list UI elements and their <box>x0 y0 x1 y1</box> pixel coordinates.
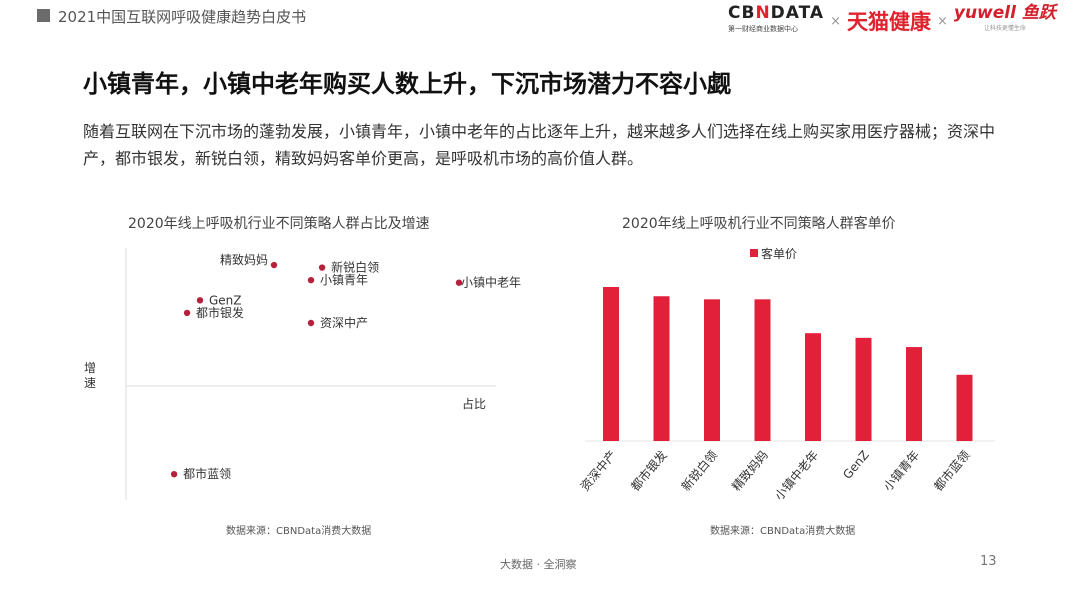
headline: 小镇青年，小镇中老年购买人数上升，下沉市场潜力不容小觑 <box>83 70 731 98</box>
tmall-health-logo: 天猫健康 <box>846 10 931 34</box>
bar <box>754 299 771 441</box>
point-label: 新锐白领 <box>331 260 379 275</box>
scatter-title: 2020年线上呼吸机行业不同策略人群占比及增速 <box>128 216 430 232</box>
scatter-source: 数据来源：CBNData消费大数据 <box>226 526 372 537</box>
scatter-point <box>307 276 315 284</box>
category-label: 精致妈妈 <box>729 448 771 494</box>
bar-title: 2020年线上呼吸机行业不同策略人群客单价 <box>622 216 896 232</box>
category-label: 资深中产 <box>577 447 619 493</box>
footer-text: 大数据 · 全洞察 <box>500 558 577 571</box>
bar <box>906 347 922 441</box>
category-label: 小镇中老年 <box>771 447 821 503</box>
page-number: 13 <box>980 554 997 569</box>
point-label: 都市蓝领 <box>183 466 231 481</box>
point-label: 小镇中老年 <box>461 275 521 290</box>
bar <box>855 337 872 441</box>
bar <box>704 299 720 441</box>
scatter-point <box>270 261 278 269</box>
category-label: 都市银发 <box>627 447 669 493</box>
category-label: 小镇青年 <box>881 448 923 494</box>
y-axis-label: 增速 <box>84 361 96 390</box>
partner-logos: CBNDATA 第一财经商业数据中心 × 天猫健康 × yuwell 鱼跃 让科技更… <box>728 5 1056 37</box>
category-label: 新锐白领 <box>678 447 720 493</box>
x-axis-label: 占比 <box>462 396 486 411</box>
legend-label: 客单价 <box>761 246 797 261</box>
times-icon: × <box>830 13 841 29</box>
scatter-point <box>318 264 326 271</box>
point-label: 小镇青年 <box>320 273 368 287</box>
scatter-point <box>307 319 315 327</box>
report-title: 2021中国互联网呼吸健康趋势白皮书 <box>58 8 307 26</box>
point-label: 精致妈妈 <box>220 253 268 267</box>
scatter-point <box>183 309 191 317</box>
scatter-point <box>455 279 463 286</box>
bar <box>603 287 619 441</box>
bar-source: 数据来源：CBNData消费大数据 <box>710 526 856 537</box>
point-label: 都市银发 <box>196 305 244 320</box>
legend-swatch <box>750 249 758 257</box>
scatter-point <box>170 471 178 478</box>
bar <box>805 333 821 441</box>
category-label: GenZ <box>840 448 872 482</box>
yuwell-logo: yuwell 鱼跃 让科技更懂生命 <box>953 3 1056 33</box>
category-label: 都市蓝领 <box>930 447 972 493</box>
bar <box>653 296 670 441</box>
description: 随着互联网在下沉市场的蓬勃发展，小镇青年，小镇中老年的占比逐年上升，越来越多人们… <box>83 122 996 168</box>
scatter-point <box>196 297 204 304</box>
times-icon: × <box>936 13 948 29</box>
cbndata-logo: CBNDATA 第一财经商业数据中心 <box>728 3 825 34</box>
point-label: GenZ <box>209 293 242 307</box>
point-label: 资深中产 <box>320 315 368 330</box>
bar <box>956 374 973 441</box>
header-square-icon <box>37 9 50 22</box>
